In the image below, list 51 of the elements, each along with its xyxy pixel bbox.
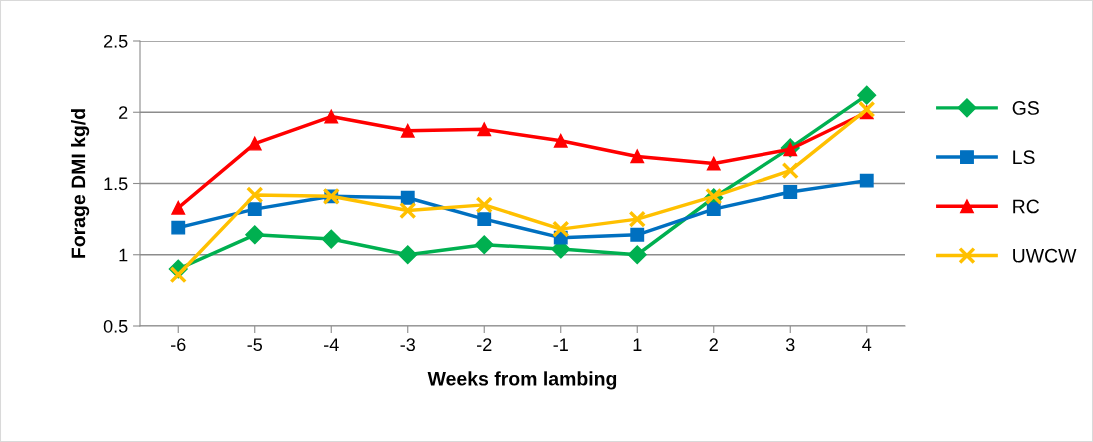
y-tick-label: 1.5 (104, 177, 128, 191)
point (859, 173, 874, 188)
x-tick-label: -2 (477, 338, 492, 351)
point (706, 202, 721, 217)
x-tick-label: -6 (171, 338, 186, 352)
point (630, 227, 645, 242)
y-tick-label: 1 (119, 248, 128, 262)
x-tick-label: 1 (633, 338, 642, 351)
y-axis-title: Forage DMI kg/d (71, 109, 90, 258)
point (857, 85, 877, 105)
point (398, 245, 418, 265)
legend-label: UWCW (1013, 248, 1077, 263)
legend-label: GS (1012, 101, 1039, 115)
point (630, 149, 645, 164)
x-tick-label: -3 (400, 338, 415, 352)
point (400, 123, 415, 138)
point (628, 210, 646, 228)
point (783, 185, 798, 199)
point (247, 136, 262, 151)
point (553, 133, 568, 148)
point (475, 196, 493, 214)
point (706, 156, 721, 171)
x-tick-label: -5 (247, 338, 263, 352)
point (552, 220, 570, 238)
point (781, 161, 799, 180)
x-axis-title: Weeks from lambing (427, 371, 617, 390)
point (321, 229, 341, 249)
legend-label: RC (1013, 199, 1040, 214)
x-tick-label: -1 (553, 338, 568, 351)
point (477, 212, 492, 227)
x-tick-label: 2 (709, 338, 718, 351)
point (245, 225, 265, 245)
point (171, 200, 186, 215)
x-tick-label: 4 (862, 338, 872, 351)
point (171, 220, 186, 235)
point (324, 109, 339, 124)
point (474, 235, 494, 255)
y-tick-label: 2.5 (104, 34, 128, 48)
y-tick-label: 2 (119, 106, 128, 119)
x-tick-label: 3 (785, 338, 795, 352)
legend-label: LS (1013, 150, 1035, 165)
point (627, 245, 647, 265)
point (400, 190, 415, 205)
point (477, 122, 492, 137)
point (246, 186, 264, 204)
point (169, 266, 187, 284)
x-tick-label: -4 (324, 338, 339, 351)
point (399, 201, 417, 220)
y-tick-label: 0.5 (103, 319, 128, 333)
point (858, 100, 876, 119)
point (247, 202, 262, 217)
